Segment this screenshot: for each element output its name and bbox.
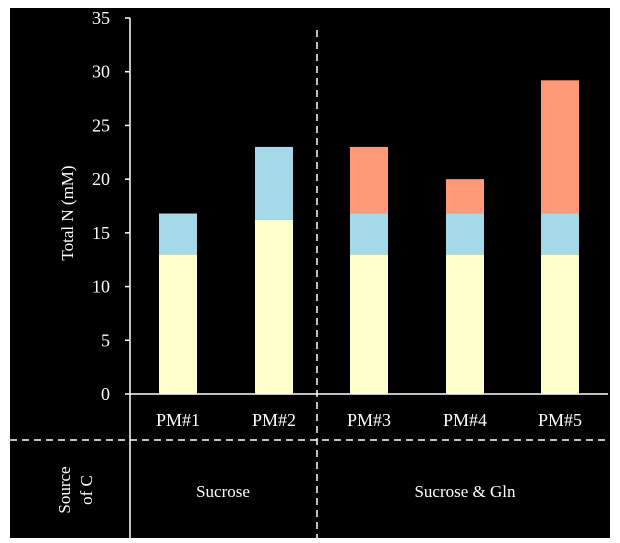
bar-pm4-segment-3 <box>446 179 484 214</box>
source-label-line1: Source <box>55 466 74 513</box>
source-label-line2: of C <box>77 475 96 505</box>
bar-pm3-segment-1 <box>350 254 388 394</box>
x-tick-label: PM#1 <box>156 410 200 430</box>
x-tick-label: PM#3 <box>347 410 391 430</box>
y-tick-label: 25 <box>92 115 110 135</box>
bar-pm2-segment-1 <box>255 219 293 394</box>
bar-pm2-segment-2 <box>255 146 293 220</box>
x-tick-label: PM#2 <box>252 410 296 430</box>
bar-pm1-segment-1 <box>159 254 197 394</box>
y-tick-label: 15 <box>92 223 110 243</box>
bar-pm5-segment-3 <box>541 80 579 214</box>
bars-layer <box>159 80 579 394</box>
y-tick-label: 5 <box>101 330 110 350</box>
y-tick-label: 10 <box>92 277 110 297</box>
bar-pm5-segment-2 <box>541 213 579 255</box>
bar-pm3-segment-2 <box>350 213 388 255</box>
source-group-sucrose: Sucrose <box>196 482 250 501</box>
y-tick-label: 20 <box>92 169 110 189</box>
stacked-bar-chart: 0 5 10 15 20 25 30 35 PM#1 PM#2 PM#3 PM#4 PM#5 Tota… <box>10 8 610 538</box>
x-tick-label: PM#5 <box>538 410 582 430</box>
y-tick-label: 0 <box>101 384 110 404</box>
y-tick-label: 35 <box>92 8 110 28</box>
y-ticks-layer: 0 5 10 15 20 25 30 35 <box>92 8 130 404</box>
x-labels-layer: PM#1 PM#2 PM#3 PM#4 PM#5 <box>156 410 582 430</box>
x-tick-label: PM#4 <box>443 410 487 430</box>
source-group-sucrose-gln: Sucrose & Gln <box>414 482 516 501</box>
bar-pm4-segment-1 <box>446 254 484 394</box>
axes-layer <box>10 18 610 538</box>
bar-pm5-segment-1 <box>541 254 579 394</box>
bar-pm4-segment-2 <box>446 213 484 255</box>
y-axis-label: Total N (mM) <box>58 165 77 260</box>
y-tick-label: 30 <box>92 62 110 82</box>
chart-frame: 0 5 10 15 20 25 30 35 PM#1 PM#2 PM#3 PM#4 PM#5 Tota… <box>10 8 610 538</box>
bar-pm1-segment-2 <box>159 213 197 255</box>
bar-pm3-segment-3 <box>350 146 388 214</box>
